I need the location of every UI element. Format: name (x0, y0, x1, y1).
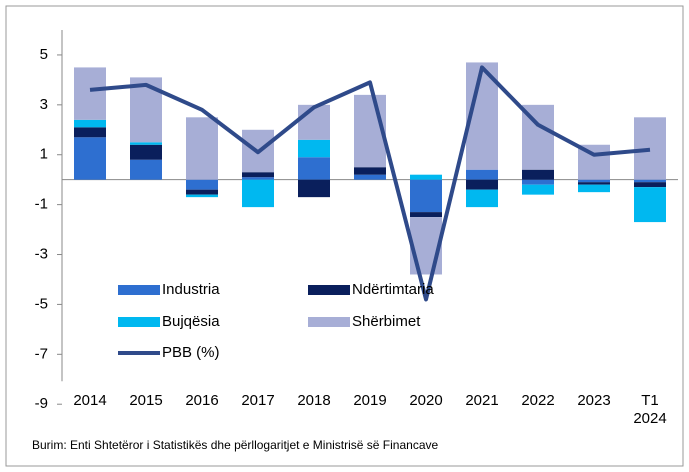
y-tick-label: 3 (40, 96, 48, 113)
y-tick-label: -3 (35, 245, 48, 262)
x-tick-label: 2021 (465, 392, 499, 410)
bar (298, 179, 330, 198)
frame (5, 5, 684, 467)
legend-swatch (308, 317, 350, 327)
bar (410, 212, 442, 218)
bar (522, 169, 554, 180)
bar (466, 189, 498, 208)
legend-swatch (118, 285, 160, 295)
bar (410, 174, 442, 180)
bar (242, 179, 274, 208)
legend-swatch (308, 285, 350, 295)
bar (634, 187, 666, 223)
bar (186, 117, 218, 180)
bar (466, 179, 498, 190)
bar (634, 179, 666, 183)
x-tick-label: 2015 (129, 392, 163, 410)
legend-label: PBB (%) (162, 344, 220, 361)
x-tick-label: 2016 (185, 392, 219, 410)
bar (410, 179, 442, 213)
bar (354, 174, 386, 180)
bar (130, 144, 162, 160)
bar (186, 179, 218, 190)
line (89, 65, 651, 302)
x-tick-label: 2014 (73, 392, 107, 410)
x-tick-label: 2023 (577, 392, 611, 410)
bar (130, 159, 162, 180)
bar (74, 127, 106, 138)
y-tick-label: 5 (40, 46, 48, 63)
legend-label: Ndërtimtaria (352, 281, 434, 298)
x-tick-label: 2020 (409, 392, 443, 410)
legend-label: Shërbimet (352, 313, 421, 330)
x-tick-label: T1 2024 (633, 392, 667, 428)
bar (186, 189, 218, 195)
bar (130, 142, 162, 145)
bar (578, 179, 610, 183)
x-tick-label: 2018 (297, 392, 331, 410)
bar (242, 177, 274, 180)
y-tick-label: -7 (35, 345, 48, 362)
bar (74, 67, 106, 120)
bar (634, 182, 666, 188)
bar (634, 117, 666, 180)
x-tick-label: 2019 (353, 392, 387, 410)
legend-label: Industria (162, 281, 220, 298)
x-tick-label: 2022 (521, 392, 555, 410)
bar (354, 167, 386, 175)
bar (74, 119, 106, 128)
bar (522, 179, 554, 185)
y-tick-label: -5 (35, 295, 48, 312)
source: Burim: Enti Shtetëror i Statistikës dhe … (32, 438, 439, 452)
bar (298, 139, 330, 158)
bar (74, 137, 106, 180)
bar (466, 169, 498, 180)
bar (242, 172, 274, 178)
legend-swatch (118, 317, 160, 327)
bar (186, 194, 218, 198)
y-tick-label: -9 (35, 395, 48, 412)
y-tick-label: 1 (40, 146, 48, 163)
bar (578, 182, 610, 185)
bar (298, 157, 330, 180)
bar (522, 184, 554, 195)
x-tick-label: 2017 (241, 392, 275, 410)
y-tick-label: -1 (35, 196, 48, 213)
bar (298, 104, 330, 140)
bar (578, 184, 610, 193)
legend-label: Bujqësia (162, 313, 220, 330)
